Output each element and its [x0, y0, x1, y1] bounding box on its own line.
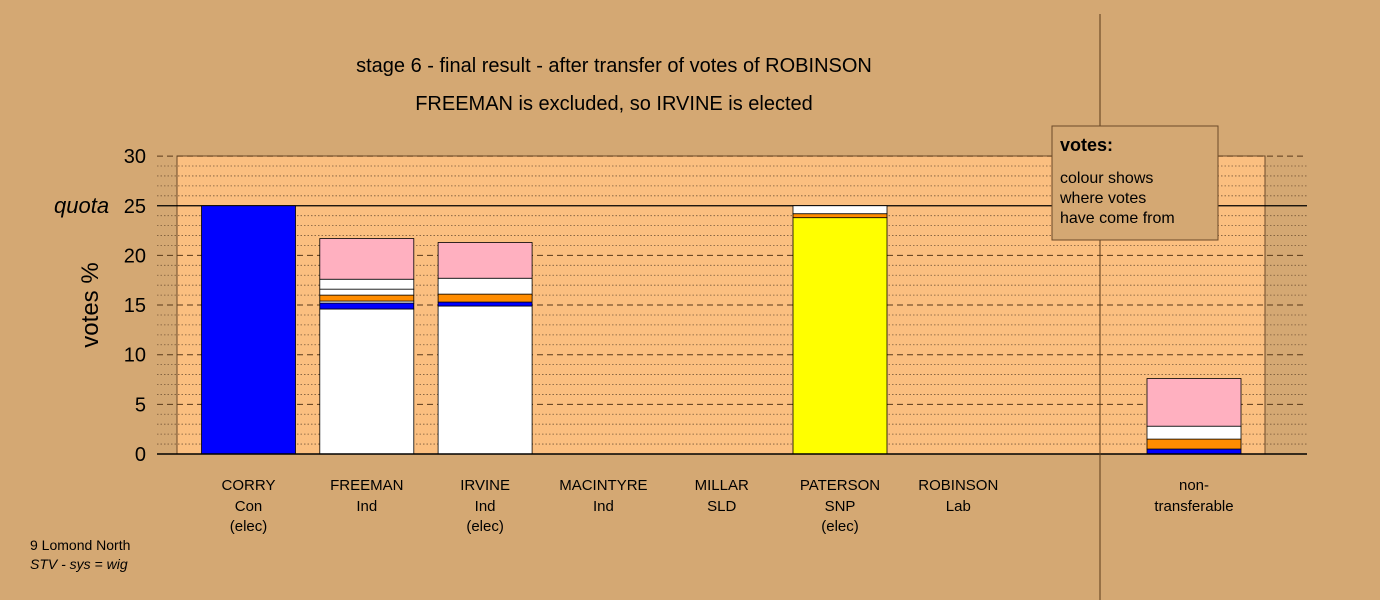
x-tick-label: CORRY [222, 477, 276, 494]
bar-segment [437, 242, 533, 279]
axes [157, 14, 1307, 600]
bar-segment [792, 213, 888, 219]
bar-segment [437, 301, 533, 307]
x-tick-label: Lab [946, 498, 971, 515]
x-tick-label: SLD [707, 498, 736, 515]
bar-segment [319, 302, 415, 310]
x-tick-label: (elec) [230, 518, 268, 535]
x-tick-label: MILLAR [695, 477, 749, 494]
bar-segment [792, 217, 888, 455]
bar-segment [1146, 425, 1242, 440]
bar-segment [319, 288, 415, 296]
x-tick-label: IRVINE [460, 477, 510, 494]
x-tick-label: FREEMAN [330, 477, 403, 494]
x-tick-label: Ind [475, 498, 496, 515]
bar-segment [319, 238, 415, 280]
y-tick-label: 5 [135, 394, 146, 416]
footer-constituency: 9 Lomond North [30, 537, 130, 553]
x-tick-label: MACINTYRE [559, 477, 647, 494]
chart-subtitle: FREEMAN is excluded, so IRVINE is electe… [415, 93, 813, 115]
bar-segment [319, 278, 415, 290]
x-tick-label: non- [1179, 477, 1209, 494]
x-tick-label: SNP [825, 498, 856, 515]
x-tick-label: (elec) [821, 518, 859, 535]
legend-frame [1051, 125, 1219, 241]
bar-segment [1146, 438, 1242, 450]
bar-segment [792, 205, 888, 215]
bars [201, 205, 1242, 455]
x-tick-label: (elec) [466, 518, 504, 535]
y-tick-label: 20 [124, 245, 146, 267]
bar-segment [319, 308, 415, 455]
x-tick-label: transferable [1154, 498, 1233, 515]
legend-title: votes: [1060, 135, 1113, 155]
y-tick-label: 0 [135, 444, 146, 466]
legend-line: colour shows [1060, 170, 1153, 187]
x-tick-label: Ind [356, 498, 377, 515]
bar-segment [437, 293, 533, 303]
x-tick-label: ROBINSON [918, 477, 998, 494]
y-tick-label: 30 [124, 146, 146, 168]
bar-segment [201, 205, 296, 455]
quota-label: quota [54, 193, 109, 218]
legend-line: have come from [1060, 210, 1175, 227]
footer-system: STV - sys = wig [30, 556, 128, 572]
bar-segment [1146, 378, 1242, 427]
bar-segment [437, 277, 533, 295]
y-axis-label: votes % [77, 262, 104, 347]
chart-title: stage 6 - final result - after transfer … [356, 55, 872, 77]
y-tick-label: 25 [124, 196, 146, 218]
x-tick-label: Ind [593, 498, 614, 515]
x-tick-labels: CORRY Con (elec) FREEMAN Ind IRVINE Ind (elec) M… [222, 477, 1234, 535]
legend-box: votes: colour shows where votes have com… [1051, 125, 1219, 241]
y-tick-label: 15 [124, 295, 146, 317]
x-tick-label: Con [235, 498, 263, 515]
x-tick-label: PATERSON [800, 477, 880, 494]
bar-segment [319, 294, 415, 302]
y-tick-labels: 0 5 10 15 20 25 30 [124, 146, 146, 466]
legend-line: where votes [1059, 190, 1146, 207]
y-tick-label: 10 [124, 345, 146, 367]
bar-segment [437, 305, 533, 455]
